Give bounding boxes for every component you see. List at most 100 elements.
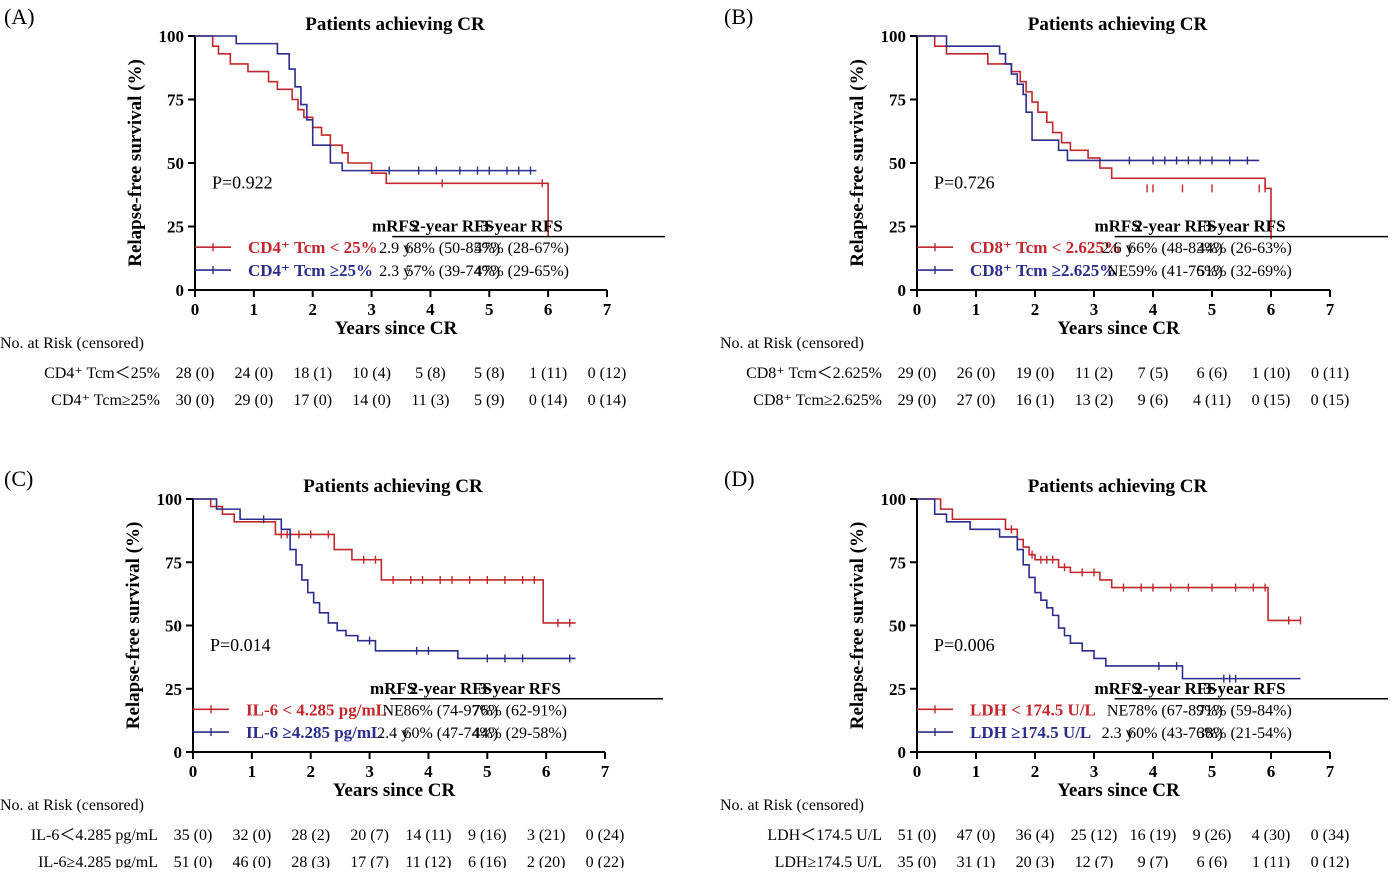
- rfs3-value: 38% (21-54%): [1197, 725, 1292, 742]
- x-tick-label: 4: [1149, 762, 1158, 781]
- risk-cell: 11 (12): [405, 854, 451, 868]
- mrfs-value: 2.9 y: [379, 240, 411, 257]
- y-tick-label: 75: [167, 91, 184, 110]
- risk-cell: 17 (0): [293, 392, 332, 409]
- rfs2-value: 60% (43-76%): [1128, 725, 1223, 742]
- risk-cell: 14 (0): [352, 392, 391, 409]
- risk-cell: 14 (11): [405, 827, 451, 844]
- panel-label: (D): [724, 466, 755, 491]
- risk-cell: 29 (0): [898, 392, 937, 409]
- risk-cell: 9 (26): [1193, 827, 1232, 844]
- risk-cell: 0 (22): [586, 854, 625, 868]
- rfs3-value: 71% (59-84%): [1197, 702, 1292, 719]
- risk-cell: 1 (10): [1252, 365, 1291, 382]
- mrfs-value: NE: [1107, 702, 1128, 719]
- km-curve-high: [195, 35, 537, 172]
- legend-label: CD8⁺ Tcm < 2.625%: [970, 238, 1121, 257]
- x-tick-label: 6: [542, 762, 551, 781]
- table-header: mRFS: [1094, 679, 1140, 698]
- legend-label: LDH < 174.5 U/L: [970, 700, 1096, 719]
- risk-cell: 0 (15): [1311, 392, 1350, 409]
- risk-row-label: CD4⁺ Tcm＜25%: [44, 365, 160, 382]
- x-axis-label: Years since CR: [335, 318, 458, 339]
- rfs2-value: 57% (39-74%): [405, 263, 500, 280]
- km-curve-low: [917, 35, 1272, 240]
- y-axis-label: Relapse-free survival (%): [125, 59, 146, 267]
- x-tick-label: 3: [365, 762, 374, 781]
- risk-cell: 47 (0): [957, 827, 996, 844]
- x-tick-label: 2: [1031, 300, 1040, 319]
- risk-cell: 27 (0): [957, 392, 996, 409]
- risk-cell: 7 (5): [1138, 365, 1169, 382]
- risk-cell: 24 (0): [235, 365, 274, 382]
- y-tick-label: 25: [165, 680, 182, 699]
- risk-cell: 1 (11): [1252, 854, 1290, 868]
- table-header: mRFS: [372, 217, 418, 236]
- risk-cell: 51 (0): [174, 854, 213, 868]
- rfs3-value: 44% (26-63%): [1197, 240, 1292, 257]
- rfs2-value: 59% (41-76%): [1128, 263, 1223, 280]
- risk-cell: 3 (21): [527, 827, 566, 844]
- x-tick-label: 1: [972, 762, 981, 781]
- risk-row-label: CD8⁺ Tcm＜2.625%: [746, 365, 882, 382]
- y-tick-label: 100: [881, 490, 907, 509]
- chart-title: Patients achieving CR: [1028, 476, 1208, 497]
- risk-title: No. at Risk (censored): [0, 797, 144, 814]
- x-tick-label: 7: [1326, 300, 1335, 319]
- km-curve-high: [917, 35, 1260, 162]
- y-tick-label: 75: [165, 553, 182, 572]
- risk-cell: 9 (7): [1138, 854, 1169, 868]
- risk-cell: 11 (3): [411, 392, 449, 409]
- rfs2-value: 60% (47-74%): [403, 725, 498, 742]
- table-header: 3-year RFS: [479, 679, 561, 698]
- km-curve-high: [917, 498, 1301, 680]
- mrfs-value: 2.3 y: [1102, 725, 1134, 742]
- risk-cell: 32 (0): [233, 827, 272, 844]
- risk-row-label: CD4⁺ Tcm≥25%: [51, 392, 160, 409]
- x-tick-label: 3: [1090, 762, 1099, 781]
- y-axis-label: Relapse-free survival (%): [847, 522, 868, 730]
- risk-cell: 11 (2): [1075, 365, 1113, 382]
- table-header: 3-year RFS: [1203, 679, 1285, 698]
- table-header: 2-year RFS: [410, 679, 492, 698]
- risk-cell: 0 (34): [1311, 827, 1350, 844]
- x-tick-label: 5: [1208, 300, 1217, 319]
- y-axis-label: Relapse-free survival (%): [847, 59, 868, 267]
- mrfs-value: 2.3 y: [379, 263, 411, 280]
- risk-cell: 18 (1): [293, 365, 332, 382]
- panel-label: (C): [4, 466, 33, 491]
- rfs2-value: 68% (50-85%): [405, 240, 500, 257]
- table-header: 2-year RFS: [1134, 679, 1216, 698]
- risk-title: No. at Risk (censored): [0, 335, 144, 352]
- rfs2-value: 66% (48-83%): [1128, 240, 1223, 257]
- risk-cell: 16 (19): [1130, 827, 1177, 844]
- p-value: P=0.014: [210, 635, 271, 655]
- x-tick-label: 0: [189, 762, 198, 781]
- risk-cell: 5 (8): [474, 365, 505, 382]
- km-curve-low: [193, 498, 576, 624]
- y-tick-label: 25: [889, 218, 906, 237]
- risk-row-label: CD8⁺ Tcm≥2.625%: [753, 392, 882, 409]
- x-axis-label: Years since CR: [1057, 318, 1180, 339]
- x-tick-label: 0: [913, 762, 922, 781]
- x-tick-label: 6: [1267, 300, 1276, 319]
- y-axis-label: Relapse-free survival (%): [123, 522, 144, 730]
- table-header: mRFS: [370, 679, 416, 698]
- legend-label: CD4⁺ Tcm < 25%: [248, 238, 378, 257]
- risk-cell: 28 (0): [176, 365, 215, 382]
- x-tick-label: 1: [250, 300, 259, 319]
- risk-cell: 6 (6): [1197, 854, 1228, 868]
- legend-label: CD8⁺ Tcm ≥2.625%: [970, 261, 1116, 280]
- risk-cell: 0 (14): [588, 392, 627, 409]
- risk-cell: 30 (0): [176, 392, 215, 409]
- risk-cell: 6 (16): [468, 854, 507, 868]
- rfs3-value: 47% (29-65%): [474, 263, 569, 280]
- panel-label: (B): [724, 4, 753, 29]
- legend-label: IL-6 ≥4.285 pg/mL: [246, 723, 382, 742]
- x-tick-label: 4: [426, 300, 435, 319]
- risk-cell: 5 (8): [415, 365, 446, 382]
- risk-cell: 29 (0): [235, 392, 274, 409]
- y-tick-label: 75: [889, 91, 906, 110]
- risk-title: No. at Risk (censored): [720, 797, 864, 814]
